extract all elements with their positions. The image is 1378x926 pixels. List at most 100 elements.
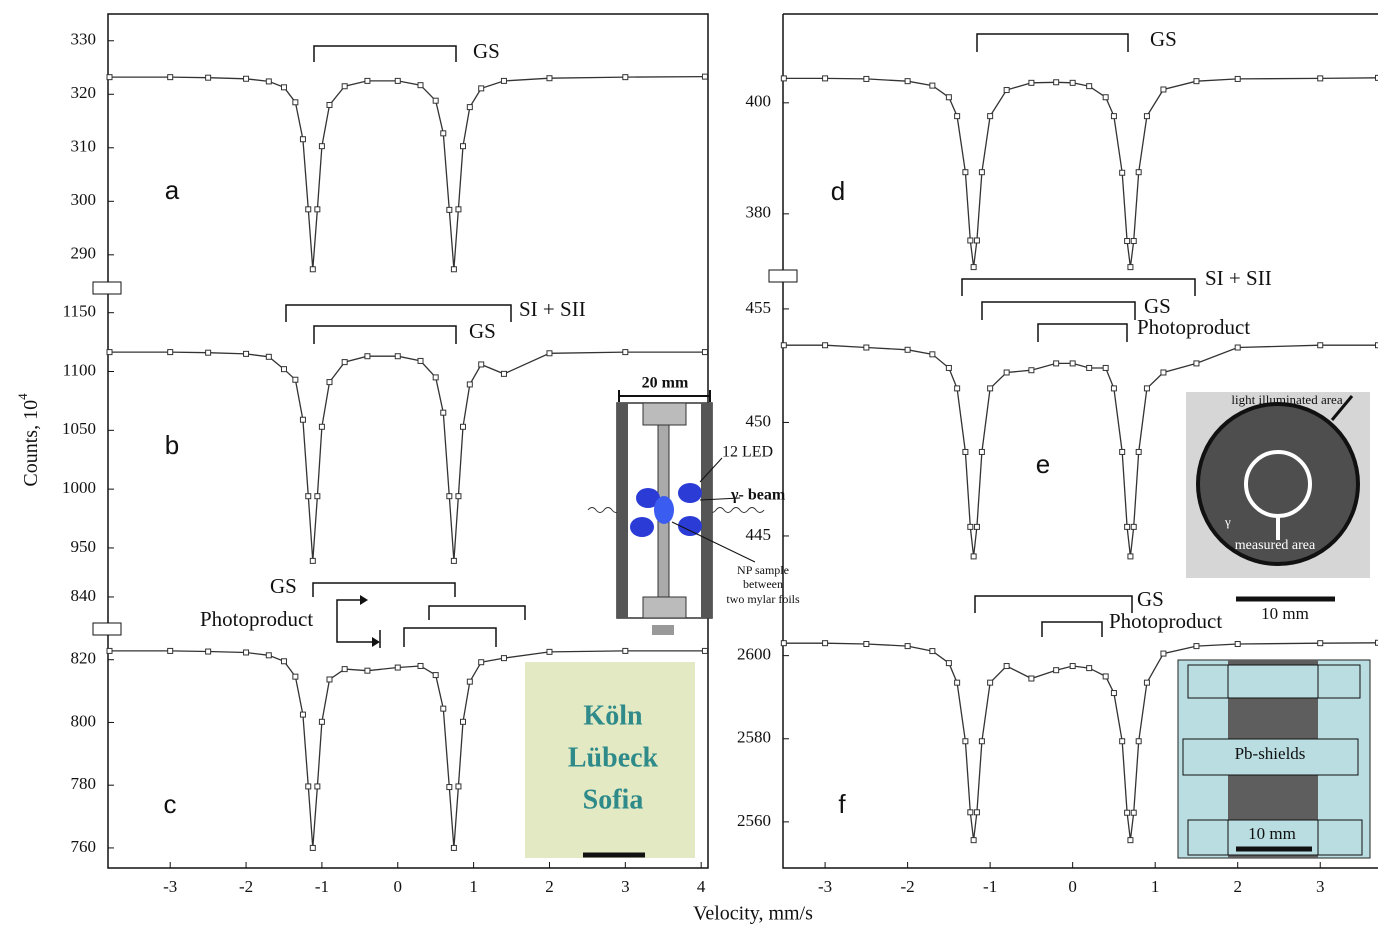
data-point bbox=[1193, 360, 1200, 367]
data-point bbox=[967, 237, 974, 244]
data-point bbox=[962, 169, 969, 176]
data-point bbox=[1317, 75, 1324, 82]
data-point bbox=[1234, 641, 1241, 648]
annotation: GS bbox=[1150, 27, 1177, 51]
x-tick-label: -2 bbox=[239, 877, 253, 896]
data-point bbox=[292, 99, 299, 106]
annotation: Photoproduct bbox=[200, 607, 313, 631]
data-point bbox=[364, 353, 371, 360]
data-point bbox=[459, 143, 466, 150]
data-point bbox=[1143, 679, 1150, 686]
x-tick-label: -3 bbox=[818, 877, 832, 896]
data-point bbox=[341, 666, 348, 673]
data-point bbox=[954, 385, 961, 392]
data-point bbox=[1086, 665, 1093, 672]
x-tick-label: 4 bbox=[697, 877, 706, 896]
data-point bbox=[292, 376, 299, 383]
data-point bbox=[904, 346, 911, 353]
data-point bbox=[1119, 169, 1126, 176]
data-point bbox=[326, 676, 333, 683]
data-point bbox=[265, 78, 272, 85]
data-point bbox=[309, 844, 316, 851]
data-point bbox=[973, 809, 980, 816]
brackets bbox=[285, 33, 1196, 648]
y-tick-label: 310 bbox=[71, 137, 97, 156]
inset-cell: 20 mm 12 LED γ- beam NP sample between t… bbox=[587, 375, 800, 635]
x-tick-label: 1 bbox=[469, 877, 478, 896]
data-point bbox=[500, 77, 507, 84]
data-point bbox=[904, 643, 911, 650]
data-point bbox=[167, 349, 174, 356]
data-point bbox=[780, 75, 787, 82]
data-point bbox=[446, 784, 453, 791]
data-point bbox=[822, 75, 829, 82]
data-point bbox=[1193, 78, 1200, 85]
data-point bbox=[1317, 640, 1324, 647]
data-point bbox=[929, 648, 936, 655]
data-point bbox=[1143, 113, 1150, 120]
data-point bbox=[292, 673, 299, 680]
data-point bbox=[450, 266, 457, 273]
data-point bbox=[314, 783, 321, 790]
data-point bbox=[973, 523, 980, 530]
fit-curve bbox=[109, 75, 706, 270]
data-point bbox=[455, 206, 462, 213]
data-point bbox=[446, 206, 453, 213]
data-point bbox=[622, 647, 629, 654]
data-point bbox=[466, 678, 473, 685]
data-point bbox=[622, 349, 629, 356]
panel-label: f bbox=[838, 789, 846, 819]
data-point bbox=[1160, 86, 1167, 93]
data-point bbox=[987, 113, 994, 120]
y-tick-label: 820 bbox=[71, 649, 97, 668]
data-point bbox=[455, 493, 462, 500]
data-point bbox=[205, 349, 212, 356]
data-point bbox=[459, 423, 466, 430]
data-point bbox=[341, 359, 348, 366]
data-point bbox=[954, 679, 961, 686]
data-point bbox=[466, 381, 473, 388]
y-tick-label: 330 bbox=[71, 30, 97, 49]
y-axis-label: Counts, 104 bbox=[15, 393, 42, 487]
panel-label: e bbox=[1036, 449, 1050, 479]
data-point bbox=[1102, 364, 1109, 371]
data-point bbox=[1160, 650, 1167, 657]
y-tick-label: 1150 bbox=[63, 302, 96, 321]
data-point bbox=[299, 711, 306, 718]
inset-text: between bbox=[743, 577, 783, 591]
panel-label: d bbox=[831, 176, 845, 206]
data-point bbox=[1003, 369, 1010, 376]
data-point bbox=[1130, 238, 1137, 245]
data-point bbox=[822, 342, 829, 349]
inset-text: 10 mm bbox=[1248, 824, 1296, 843]
x-axis-label: Velocity, mm/s bbox=[693, 903, 813, 925]
data-point bbox=[1086, 83, 1093, 90]
inset-photo-c: Köln Lübeck Sofia bbox=[525, 662, 695, 858]
data-point bbox=[417, 82, 424, 89]
data-point bbox=[1003, 87, 1010, 94]
data-point bbox=[1127, 837, 1134, 844]
data-point bbox=[1110, 385, 1117, 392]
data-point bbox=[929, 82, 936, 89]
annotation: GS bbox=[1137, 587, 1164, 611]
data-point bbox=[314, 493, 321, 500]
x-tick-label: 3 bbox=[1316, 877, 1325, 896]
x-tick-label: -3 bbox=[163, 877, 177, 896]
data-point bbox=[432, 97, 439, 104]
data-point bbox=[167, 74, 174, 81]
annotation: GS bbox=[270, 574, 297, 598]
data-point bbox=[106, 74, 113, 81]
axis-break bbox=[768, 269, 798, 283]
data-point bbox=[929, 351, 936, 358]
data-point bbox=[962, 738, 969, 745]
inset-text: Sofia bbox=[583, 784, 644, 815]
data-point bbox=[863, 75, 870, 82]
data-point bbox=[967, 523, 974, 530]
data-point bbox=[970, 264, 977, 271]
data-point bbox=[318, 143, 325, 150]
y-tick-label: 450 bbox=[746, 411, 772, 430]
annotation: GS bbox=[473, 39, 500, 63]
y-tick-label: 290 bbox=[71, 244, 97, 263]
data-point bbox=[305, 493, 312, 500]
